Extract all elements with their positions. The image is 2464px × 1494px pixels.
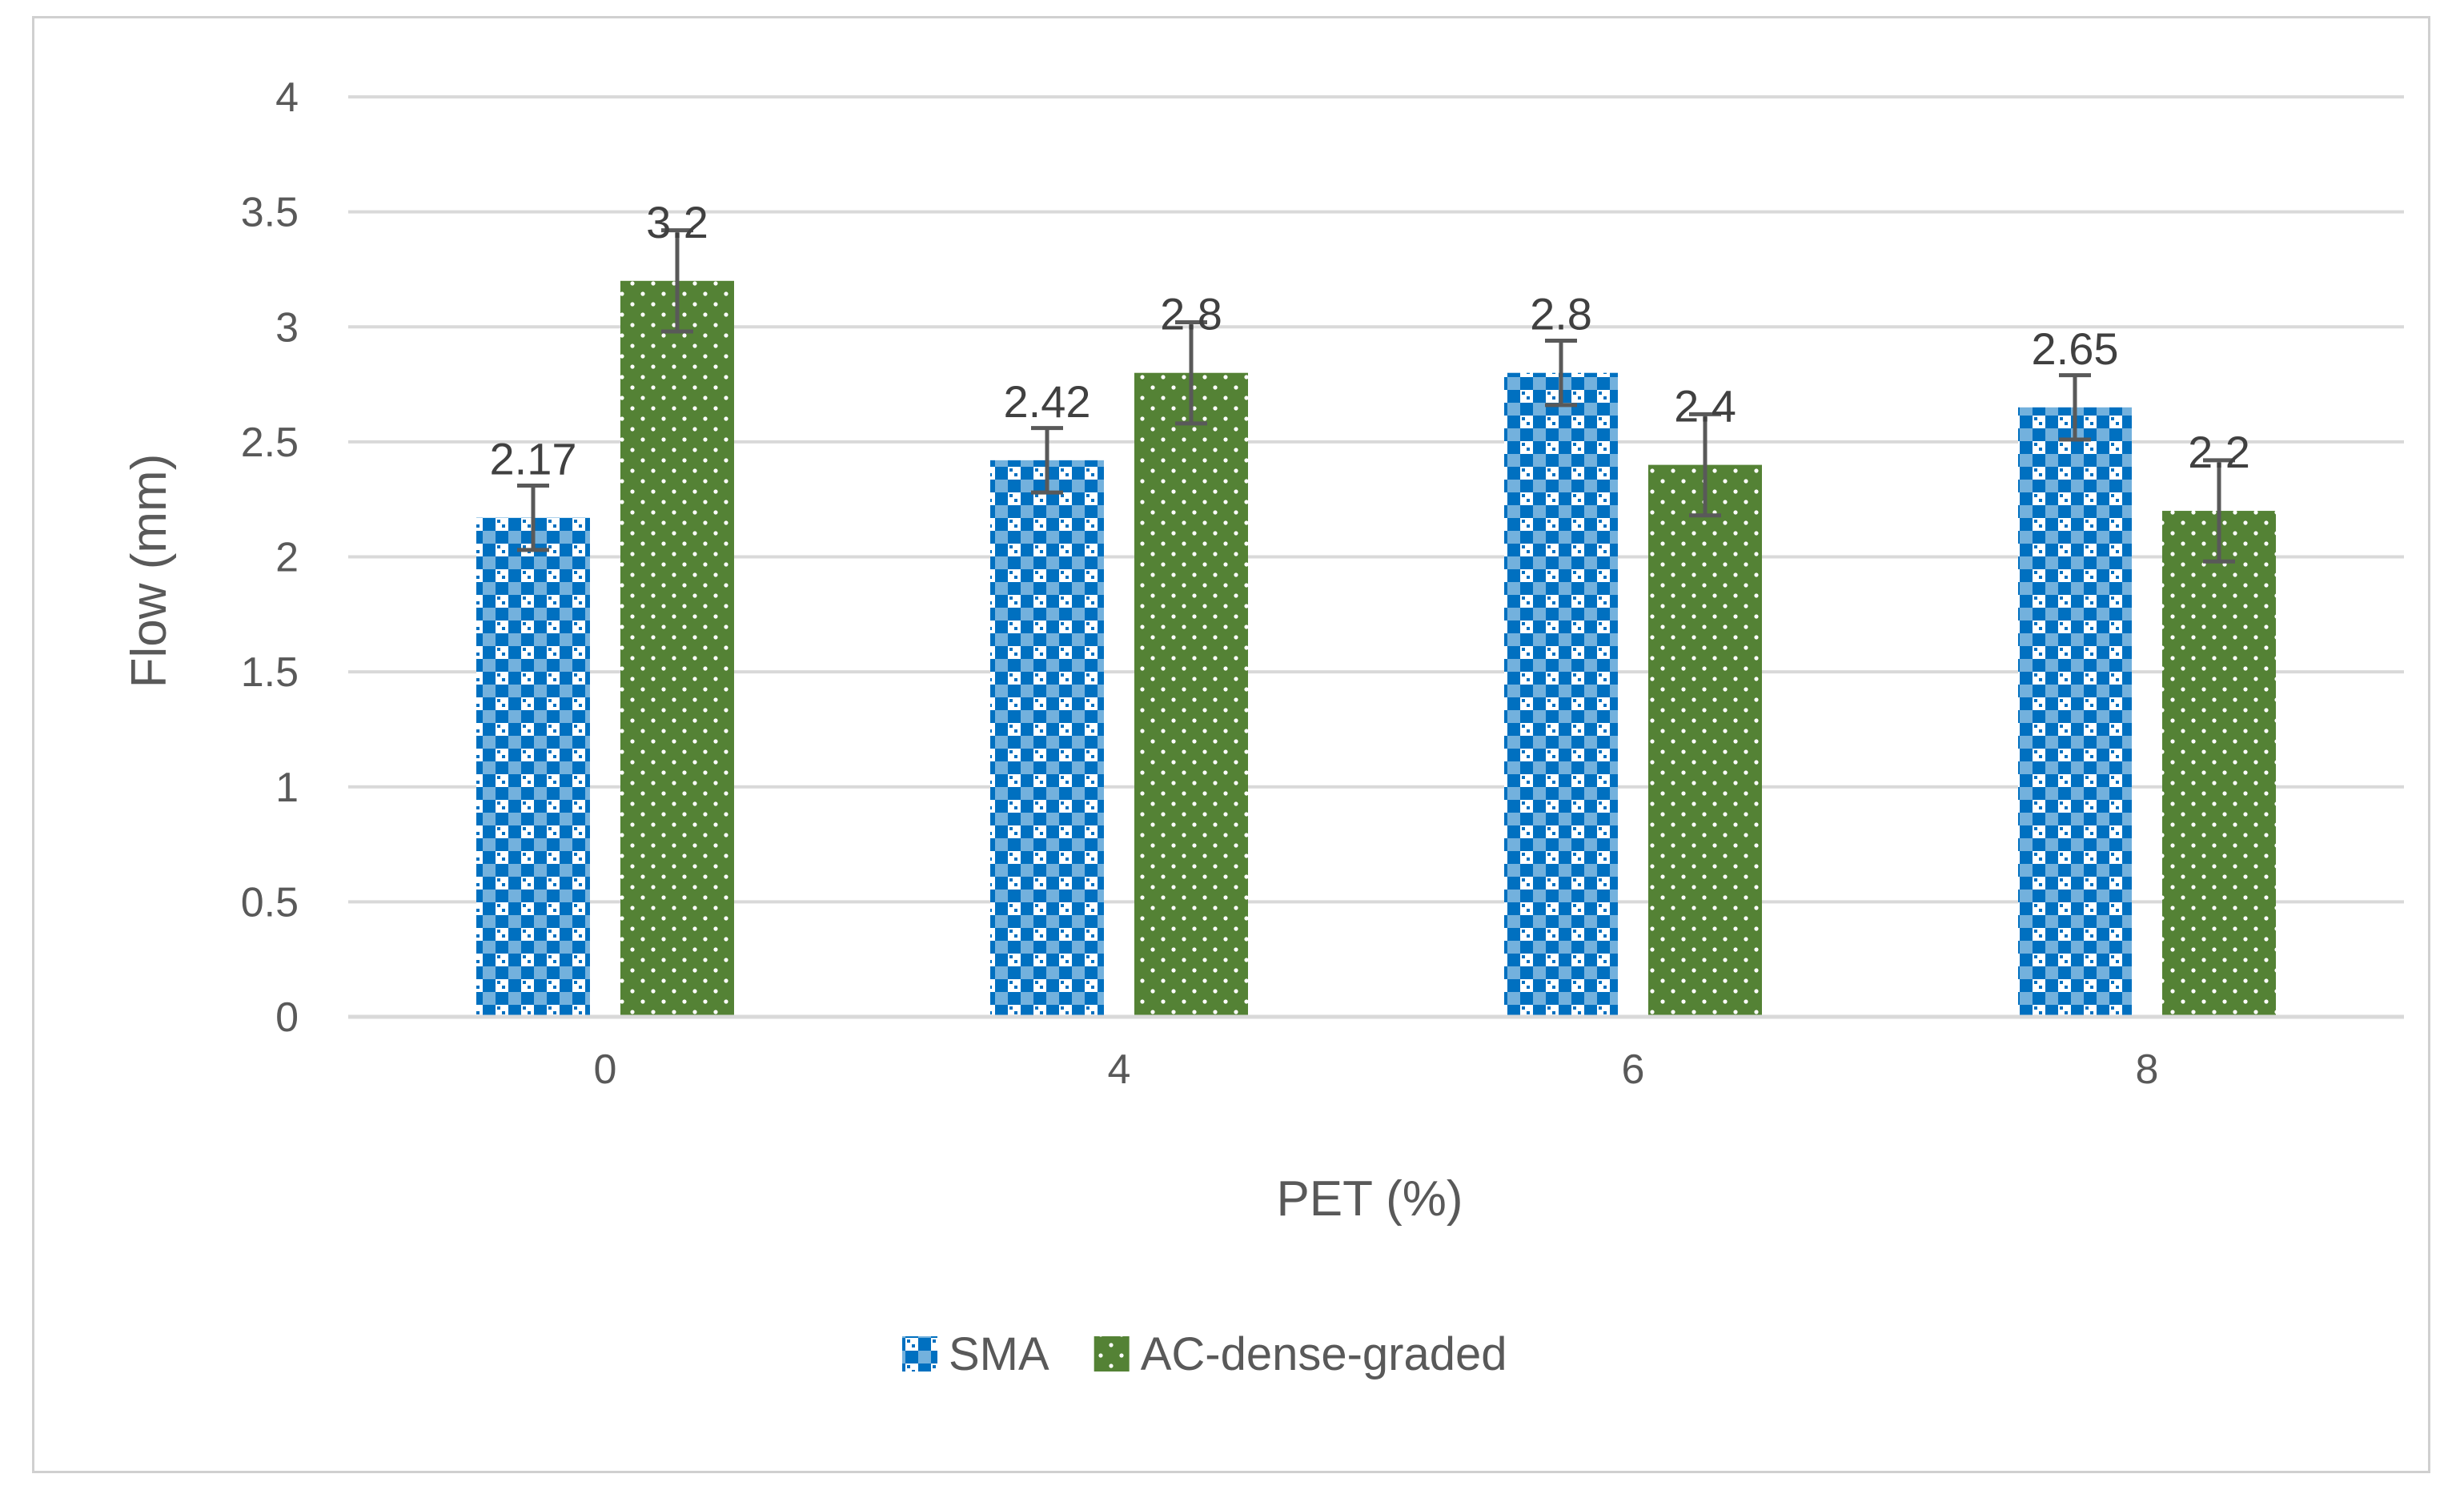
- y-tick-label: 1: [275, 765, 299, 811]
- bar-ac-dense-graded-6: [1648, 464, 1762, 1017]
- data-label: 2.65: [2032, 323, 2119, 374]
- data-label: 2.42: [1004, 376, 1091, 427]
- y-axis-title: Flow (mm): [122, 454, 177, 689]
- bar-sma-6: [1504, 372, 1618, 1017]
- legend-swatch-sma: [902, 1336, 937, 1372]
- data-label: 2.4: [1674, 381, 1736, 432]
- x-tick-label: 8: [2136, 1046, 2159, 1093]
- data-label: 2.2: [2188, 427, 2250, 477]
- x-tick-label: 4: [1108, 1046, 1131, 1093]
- legend: SMA AC-dense-graded: [902, 1328, 1507, 1380]
- y-tick-label: 3.5: [241, 190, 299, 236]
- y-tick-label: 3: [275, 304, 299, 351]
- y-tick-label: 0.5: [241, 879, 299, 926]
- chart-frame: 2.17 3.2 2.42 2.8 2.8 2.4 2.65 2.2 0 0.5 1 1.5 2 2.5…: [32, 16, 2430, 1473]
- legend-label-ac-dense-graded: AC-dense-graded: [1141, 1328, 1507, 1380]
- bar-sma-8: [2018, 407, 2132, 1018]
- bar-ac-dense-graded-8: [2162, 511, 2276, 1017]
- y-tick-label: 2.5: [241, 420, 299, 466]
- data-label: 3.2: [646, 197, 708, 247]
- bar-chart: 2.17 3.2 2.42 2.8 2.8 2.4 2.65 2.2 0 0.5 1 1.5 2 2.5…: [122, 74, 2404, 1380]
- y-tick-label: 2: [275, 535, 299, 581]
- legend-swatch-ac-dense-graded: [1094, 1336, 1130, 1372]
- bar-ac-dense-graded-4: [1134, 372, 1248, 1017]
- legend-label-sma: SMA: [949, 1328, 1049, 1380]
- y-tick-label: 0: [275, 994, 299, 1041]
- x-tick-label: 6: [1622, 1046, 1645, 1093]
- bar-sma-4: [990, 460, 1104, 1017]
- y-tick-label: 4: [275, 74, 299, 121]
- data-label: 2.8: [1160, 289, 1222, 339]
- data-label: 2.17: [490, 434, 577, 484]
- bar-ac-dense-graded-0: [620, 280, 734, 1017]
- bar-sma-0: [476, 517, 590, 1017]
- data-label: 2.8: [1530, 289, 1592, 339]
- x-tick-label: 0: [594, 1046, 617, 1093]
- x-axis-title: PET (%): [1276, 1171, 1463, 1227]
- y-tick-label: 1.5: [241, 649, 299, 696]
